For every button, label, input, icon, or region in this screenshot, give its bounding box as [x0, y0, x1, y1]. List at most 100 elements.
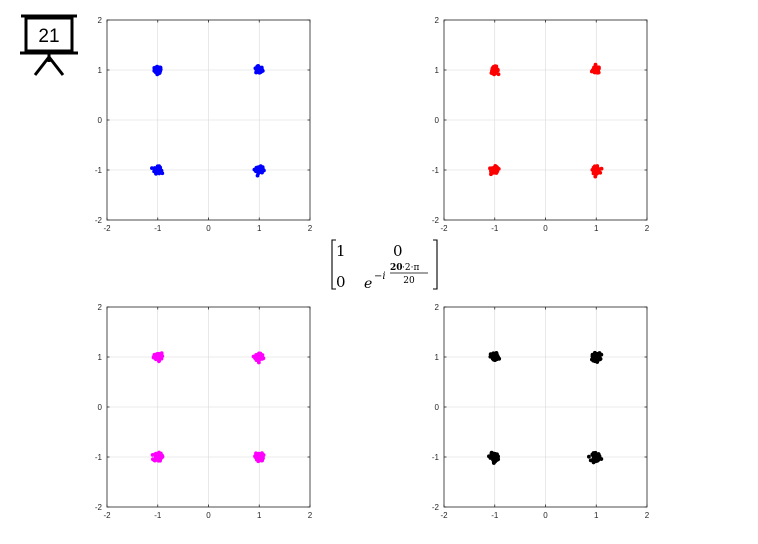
rotation-matrix: 1 0 0 e −i 20 ·2·π 20: [331, 239, 438, 292]
y-tick-label: 2: [435, 303, 440, 312]
scatter-point: [259, 455, 264, 460]
x-tick-label: 0: [543, 224, 548, 233]
scatter-point: [256, 357, 260, 362]
x-tick-label: 2: [645, 224, 650, 233]
matrix-exp-denominator: 20: [403, 276, 415, 286]
scatter-point: [591, 165, 596, 170]
scatter-plot-magenta: -2 -1 0 1 2 -2 -1 0 1 2: [95, 303, 313, 520]
x-tick-label: 0: [543, 511, 548, 520]
x-tick-label: 1: [257, 224, 262, 233]
x-tick-label: 1: [594, 511, 599, 520]
scatter-point: [493, 454, 498, 459]
scatter-point: [254, 166, 259, 170]
scatter-point: [154, 66, 159, 71]
scatter-point: [494, 67, 499, 72]
scatter-plot-black: -2 -1 0 1 2 -2 -1 0 1 2: [432, 303, 650, 520]
scatter-point: [594, 170, 598, 175]
x-tick-label: 2: [308, 511, 313, 520]
scatter-point: [253, 356, 257, 361]
presentation-board-icon: 21: [20, 14, 78, 76]
scatter-plot-blue: -2 -1 0 1 2 -2 -1 0 1 2: [95, 16, 313, 233]
x-tick-label: -1: [491, 224, 499, 233]
matrix-r1c2: 0: [393, 242, 403, 260]
scatter-point: [587, 454, 591, 459]
x-tick-label: -2: [440, 511, 448, 520]
y-tick-label: -1: [95, 166, 103, 175]
matrix-exp-numerator-rest: ·2·π: [402, 263, 419, 273]
x-tick-label: 2: [645, 511, 650, 520]
y-tick-label: 0: [98, 403, 103, 412]
scatter-point: [599, 166, 604, 171]
scatter-point: [592, 455, 597, 460]
y-tick-label: 2: [98, 16, 103, 25]
x-tick-label: 1: [257, 511, 262, 520]
x-tick-label: 1: [594, 224, 599, 233]
scatter-point: [154, 451, 159, 456]
y-tick-label: 1: [98, 353, 103, 362]
y-tick-label: 1: [435, 353, 440, 362]
x-tick-label: 0: [206, 224, 211, 233]
y-tick-label: 1: [435, 66, 440, 75]
scatter-point: [598, 357, 603, 361]
x-tick-label: -1: [154, 224, 162, 233]
scatter-point: [155, 164, 160, 169]
scatter-point: [591, 67, 596, 72]
scatter-point: [257, 170, 262, 174]
scatter-point: [492, 69, 496, 74]
scatter-point: [593, 452, 598, 456]
scatter-point: [150, 166, 154, 171]
scatter-point: [596, 70, 601, 75]
y-tick-label: 1: [98, 66, 103, 75]
x-tick-label: -2: [103, 511, 111, 520]
y-tick-label: -2: [432, 216, 440, 225]
scatter-point: [496, 72, 501, 77]
y-tick-label: -2: [95, 216, 103, 225]
scatter-point: [595, 456, 600, 461]
x-tick-label: -1: [154, 511, 162, 520]
matrix-exp-numerator-highlight: 20: [390, 263, 403, 273]
scatter-point: [260, 451, 264, 455]
scatter-point: [256, 459, 261, 464]
scatter-point: [599, 352, 604, 357]
y-tick-label: -1: [432, 166, 440, 175]
x-tick-label: -1: [491, 511, 499, 520]
matrix-exp-prefix: −i: [374, 271, 386, 282]
x-tick-label: 2: [308, 224, 313, 233]
scatter-point: [256, 455, 261, 460]
x-tick-label: 0: [206, 511, 211, 520]
scatter-points: [150, 351, 266, 464]
y-tick-label: 0: [435, 116, 440, 125]
scatter-point: [259, 353, 264, 358]
scatter-point: [156, 455, 160, 460]
scatter-point: [158, 168, 163, 173]
y-tick-label: -2: [95, 503, 103, 512]
y-tick-label: 0: [435, 403, 440, 412]
scatter-point: [154, 70, 159, 74]
slide-number: 21: [38, 26, 59, 47]
y-tick-label: -1: [95, 453, 103, 462]
scatter-points: [486, 350, 604, 465]
scatter-point: [489, 455, 494, 459]
scatter-plot-red: -2 -1 0 1 2 -2 -1 0 1 2: [432, 16, 650, 233]
scatter-point: [154, 167, 159, 172]
scatter-point: [257, 66, 261, 71]
scatter-points: [488, 62, 604, 179]
scatter-point: [492, 167, 497, 172]
scatter-point: [256, 353, 261, 358]
scatter-point: [490, 356, 495, 361]
y-tick-label: 2: [98, 303, 103, 312]
scatter-point: [150, 453, 155, 457]
left-bracket: [331, 239, 336, 290]
matrix-r1c1: 1: [336, 242, 346, 260]
scatter-point: [593, 174, 598, 179]
scatter-point: [156, 356, 161, 361]
y-tick-label: 0: [98, 116, 103, 125]
y-tick-label: -2: [432, 503, 440, 512]
matrix-exp-base: e: [364, 276, 372, 292]
x-tick-label: -2: [440, 224, 448, 233]
y-tick-label: -1: [432, 453, 440, 462]
scatter-point: [253, 454, 257, 459]
right-bracket: [433, 239, 438, 290]
scatter-point: [489, 169, 494, 174]
